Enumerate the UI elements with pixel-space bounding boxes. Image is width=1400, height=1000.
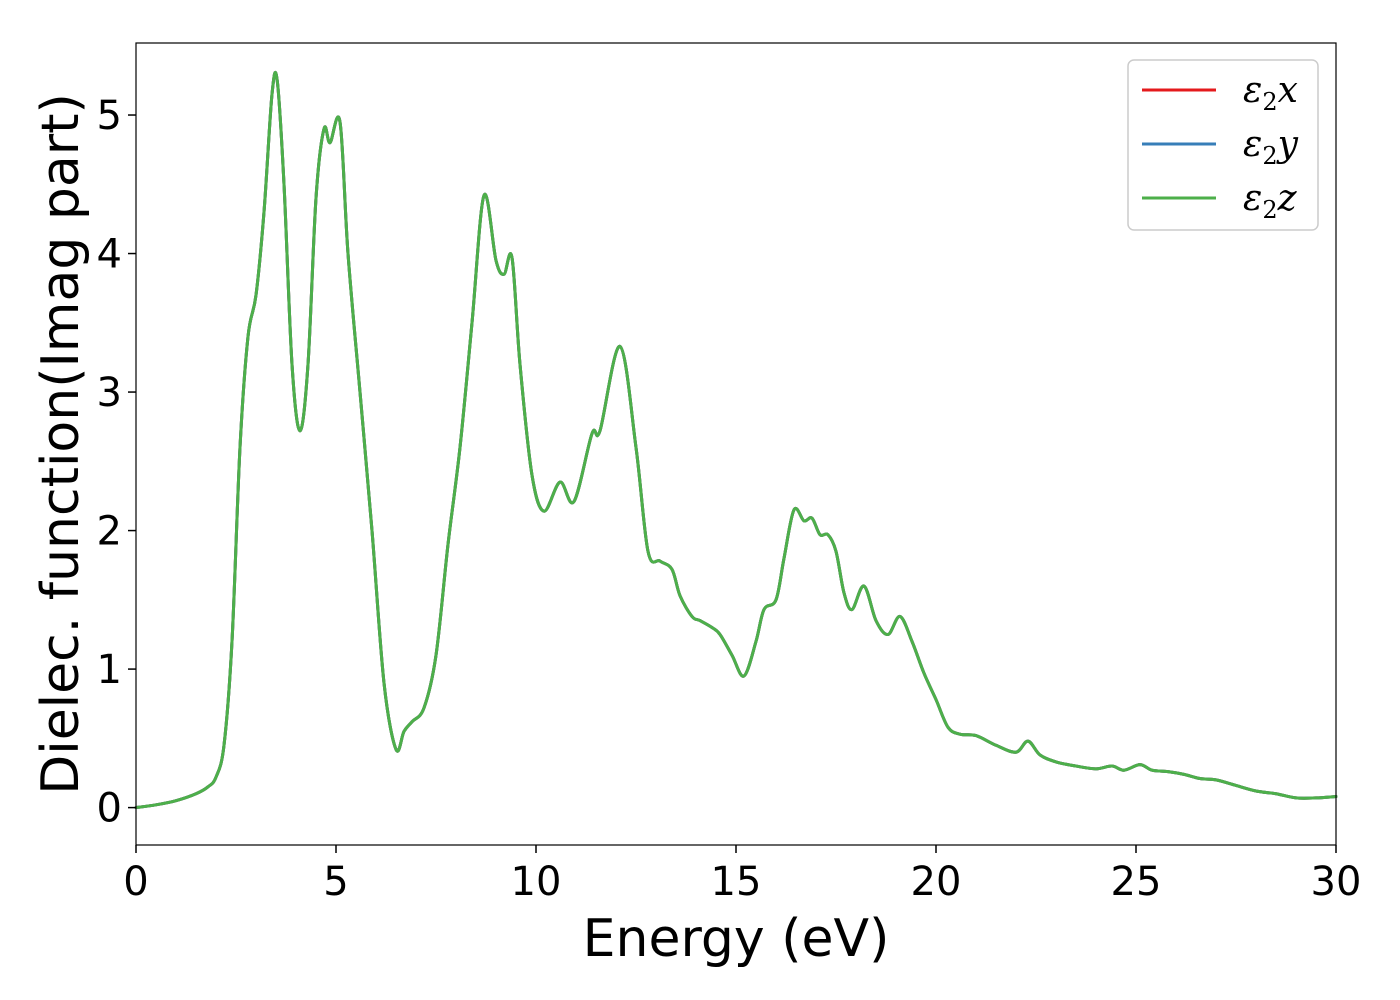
x-tick-label: 5 bbox=[323, 859, 348, 905]
legend-items: ε2x ε2y ε2z bbox=[1142, 70, 1299, 224]
series-lines bbox=[134, 70, 1338, 810]
legend-frame bbox=[1127, 59, 1319, 231]
y-tick-label: 4 bbox=[97, 232, 122, 278]
x-axis-title: Energy (eV) bbox=[583, 909, 890, 969]
y-tick-label: 0 bbox=[97, 786, 122, 832]
y-tick-label: 1 bbox=[97, 647, 122, 693]
x-tick-label: 10 bbox=[511, 859, 562, 905]
y-tick-label: 5 bbox=[97, 93, 122, 139]
x-tick-label: 0 bbox=[123, 859, 148, 905]
legend-label-x: ε2x bbox=[1243, 70, 1298, 116]
series-line-z bbox=[134, 70, 1338, 810]
x-axis-ticks: 0 5 10 15 20 25 30 bbox=[123, 845, 1361, 905]
y-axis-title: Dielec. function(Imag part) bbox=[31, 93, 91, 795]
y-tick-label: 2 bbox=[97, 509, 122, 555]
x-tick-label: 20 bbox=[911, 859, 962, 905]
x-tick-label: 15 bbox=[711, 859, 762, 905]
legend-label-z: ε2z bbox=[1243, 178, 1298, 224]
legend-label-y: ε2y bbox=[1243, 124, 1299, 170]
x-tick-label: 30 bbox=[1311, 859, 1362, 905]
y-tick-label: 3 bbox=[97, 370, 122, 416]
x-tick-label: 25 bbox=[1111, 859, 1162, 905]
y-axis-ticks: 0 1 2 3 4 5 bbox=[97, 93, 136, 832]
legend: ε2x ε2y ε2z bbox=[1127, 59, 1319, 231]
